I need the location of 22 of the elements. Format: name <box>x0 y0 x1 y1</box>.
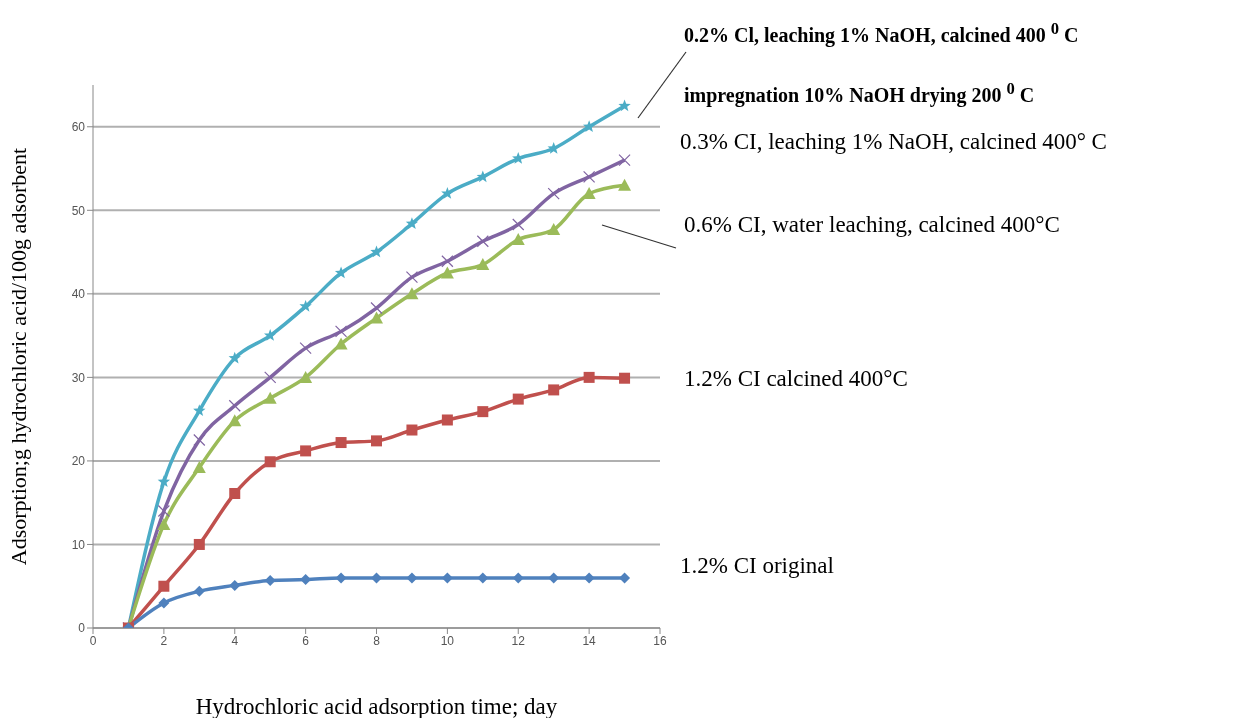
y-tick-label: 50 <box>71 203 86 218</box>
x-tick-label: 6 <box>302 633 310 648</box>
text: 0.3% CI, leaching 1% NaOH, calcined 400° C <box>680 128 1108 156</box>
y-axis-title: Adsorption;g hydrochloric acid/100g adsorbent <box>5 147 31 566</box>
y-tick-label: 0 <box>78 621 86 636</box>
x-tick-label: 10 <box>440 633 455 648</box>
y-tick-label: 20 <box>71 454 86 469</box>
x-tick-label: 14 <box>582 633 597 648</box>
x-tick-label: 2 <box>160 633 168 648</box>
y-tick-label: 10 <box>71 537 86 552</box>
y-tick-label: 40 <box>71 287 86 302</box>
x-tick-label: 0 <box>89 633 97 648</box>
x-tick-label: 16 <box>653 633 667 648</box>
text: 0.6% CI, water leaching, calcined 400°C <box>684 211 1061 239</box>
x-tick-label: 4 <box>231 633 239 648</box>
y-tick-label: 60 <box>71 120 86 135</box>
text: 0.2% Cl, leaching 1% NaOH, calcined 400 $^{0}$ C impregnation 10% NaOH drying 200 $^{0}$ C <box>684 19 1079 106</box>
x-tick-label: 8 <box>373 633 381 648</box>
text: 1.2% CI calcined 400°C <box>684 365 909 393</box>
x-tick-label: 12 <box>511 633 526 648</box>
y-tick-label: 30 <box>71 370 86 385</box>
text: 1.2% CI original <box>680 552 835 580</box>
